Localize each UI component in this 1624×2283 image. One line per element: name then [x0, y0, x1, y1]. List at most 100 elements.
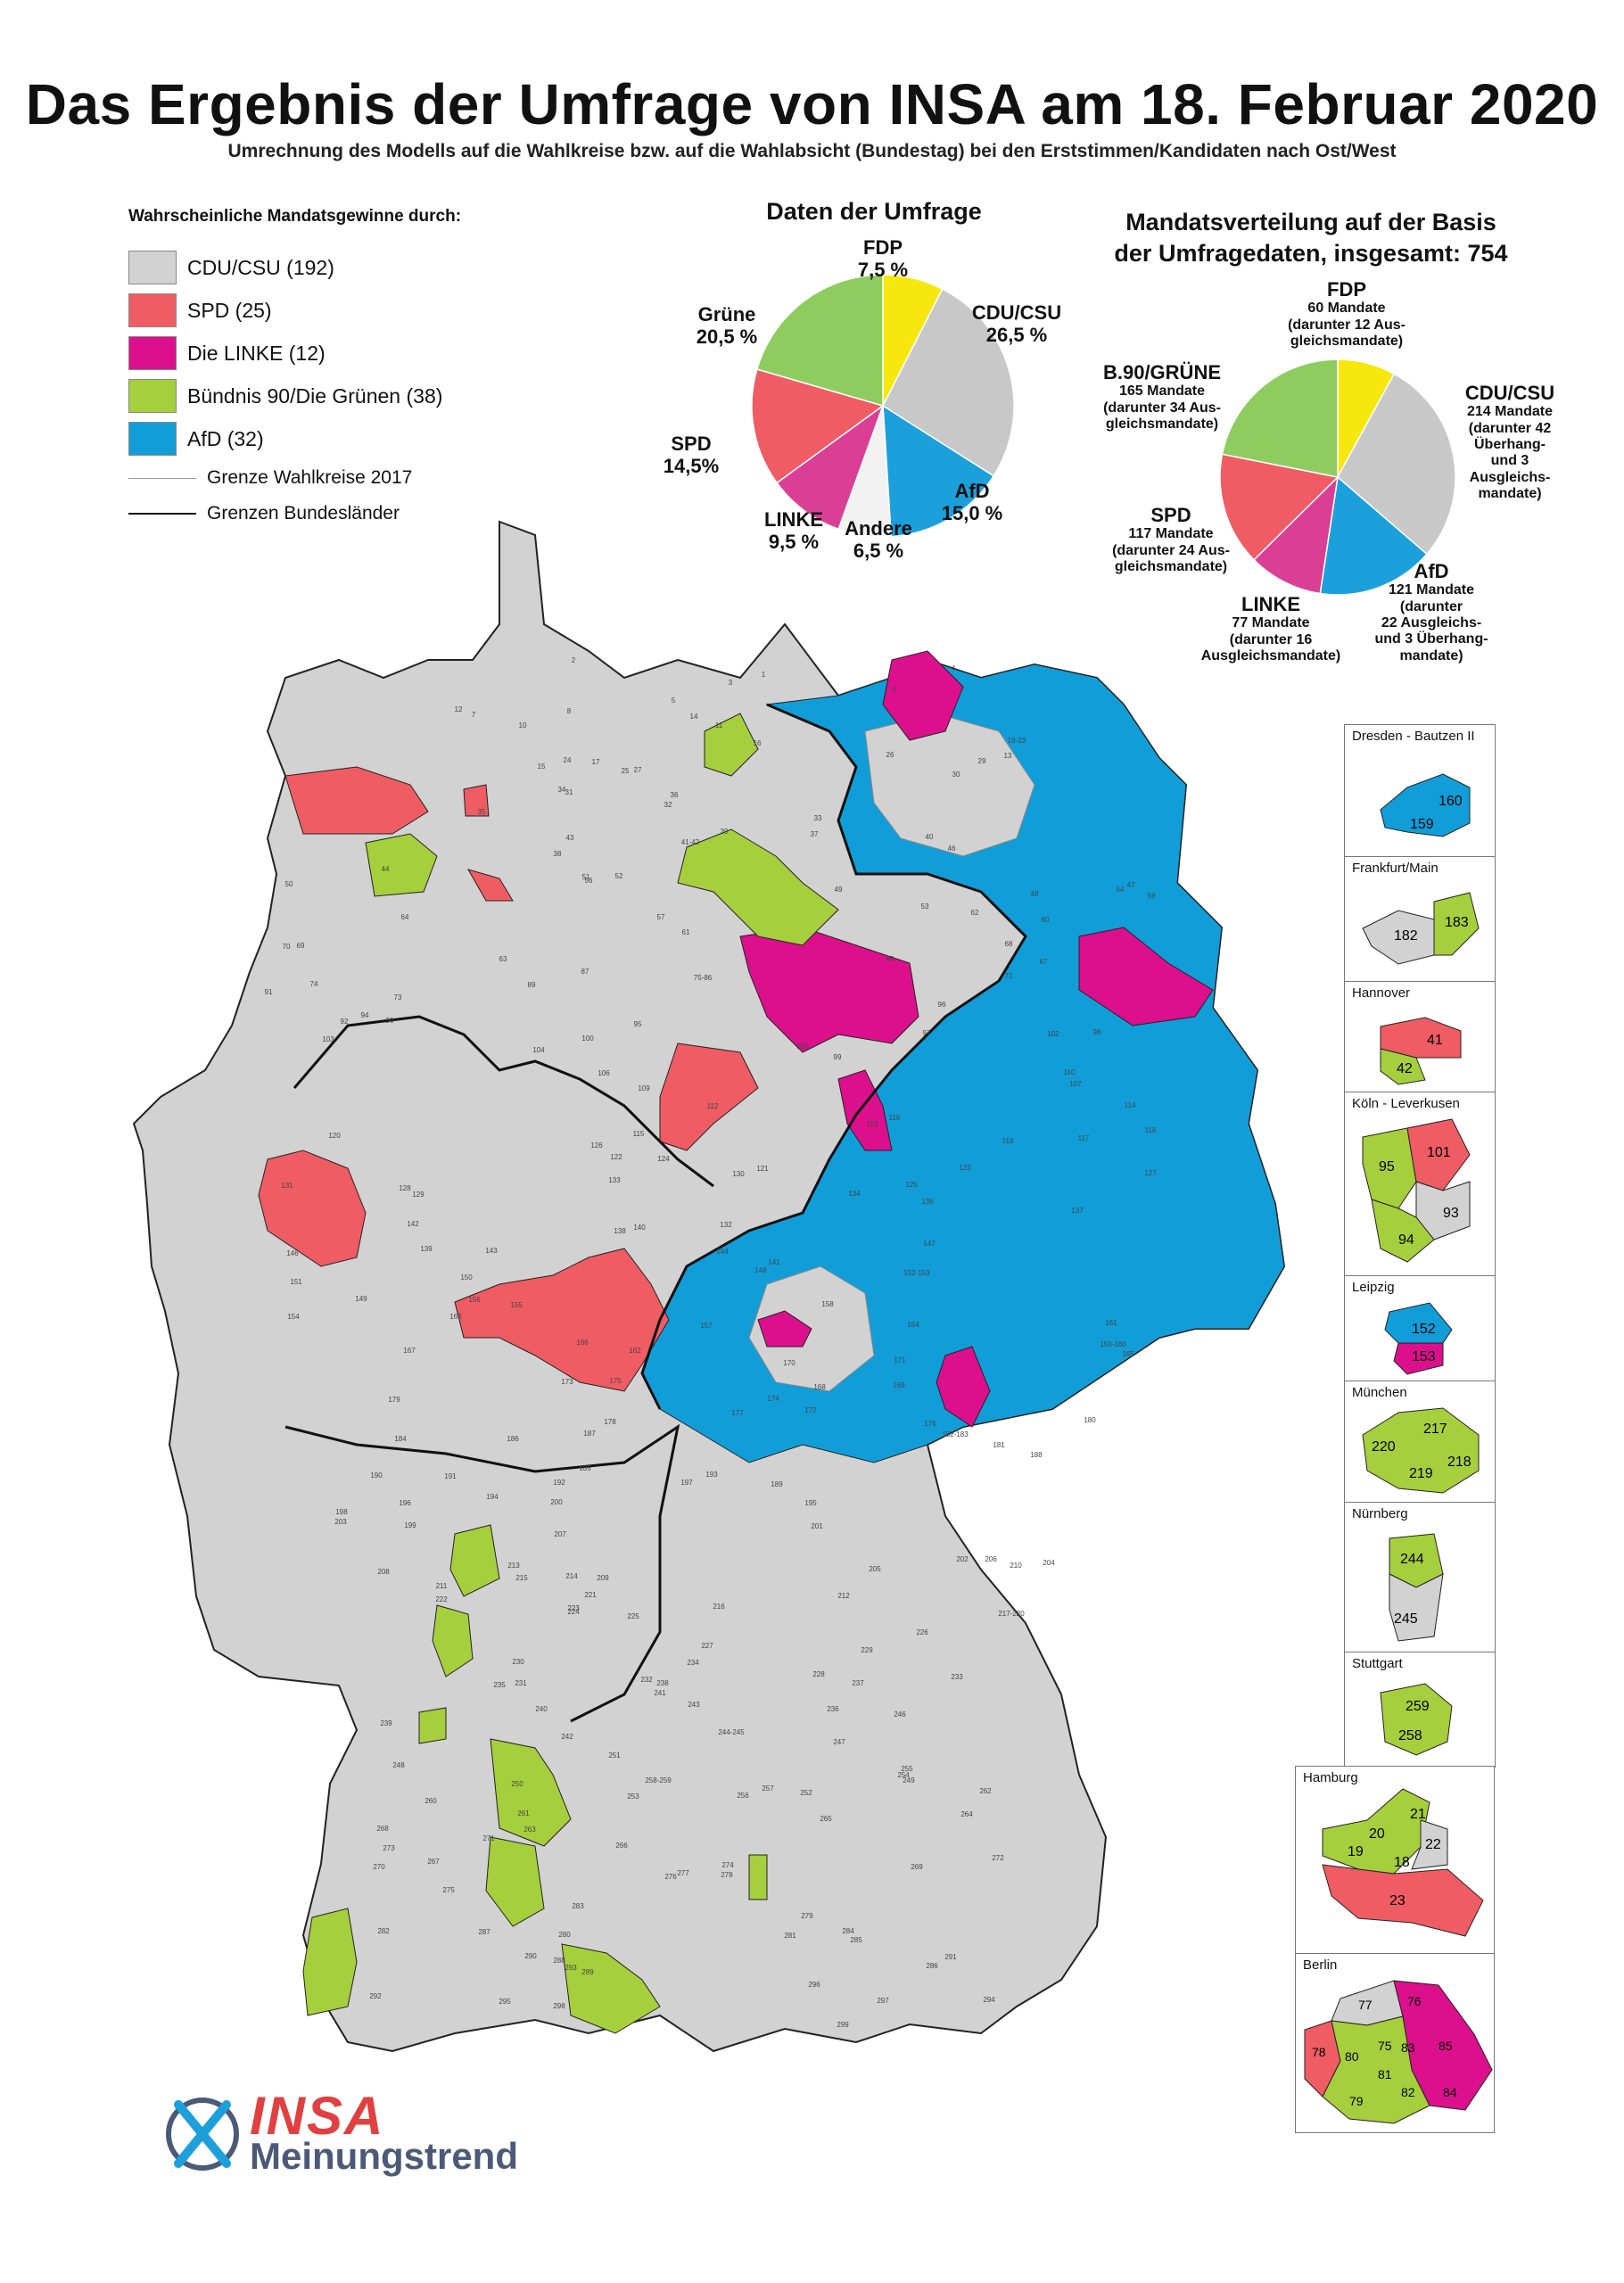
region-spd-ruhrgebiet	[258, 1150, 367, 1267]
district-label: 40	[926, 833, 934, 841]
region-gruene-stuttgart-area	[490, 1738, 572, 1847]
district-label: 223	[567, 1604, 580, 1612]
pie2-label-spd: SPD 117 Mandate (darunter 24 Aus-gleichsma…	[1112, 504, 1230, 575]
inset-hannover: Hannover 41 42	[1344, 981, 1496, 1093]
district-label: 211	[436, 1582, 448, 1590]
region-gruene-schleswig	[704, 713, 759, 777]
district-label: 143	[485, 1247, 498, 1255]
inset-leipzig-label-152: 152	[1412, 1322, 1436, 1337]
inset-stuttgart-label-259: 259	[1406, 1699, 1430, 1714]
district-label: 12	[455, 705, 463, 713]
legend-line-laender: Grenzen Bundesländer	[128, 496, 503, 532]
legend-label-gruene: Bündnis 90/Die Grünen (38)	[187, 383, 443, 408]
district-label: 127	[1144, 1169, 1157, 1177]
inset-muenchen-map: 217 220 218 219	[1362, 1407, 1480, 1494]
legend-line-sample-thin	[128, 477, 196, 479]
pie2-title: Mandatsverteilung auf der Basis der Umfr…	[1097, 207, 1525, 269]
district-label: 186	[507, 1435, 519, 1443]
district-label: 89	[528, 981, 536, 989]
district-label: 164	[907, 1321, 919, 1329]
insa-logo-mark	[166, 2098, 239, 2171]
district-label: 5	[672, 696, 676, 705]
inset-hamburg-shape-23	[1322, 1864, 1484, 1937]
district-label: 90	[386, 1017, 394, 1025]
inset-berlin-map: 77 76 78 80 75 83 85 81 79 82 84	[1304, 1980, 1493, 2124]
district-label: 117	[1078, 1134, 1090, 1142]
district-label: 132	[720, 1221, 732, 1229]
district-label: 120	[328, 1132, 341, 1140]
district-label: 16	[754, 739, 762, 747]
district-label: 195	[804, 1499, 817, 1507]
pie2-slice-5	[1221, 359, 1339, 478]
insa-logo-cross	[174, 2100, 231, 2168]
district-label: 46	[948, 845, 956, 853]
district-label: 292	[369, 1992, 382, 2000]
inset-hamburg-label-18: 18	[1394, 1855, 1410, 1870]
legend-swatch-cdu	[128, 251, 177, 284]
district-label: 252	[800, 1789, 812, 1797]
district-label: 151	[290, 1278, 302, 1286]
legend-label-linke: Die LINKE (12)	[187, 341, 326, 365]
region-gruene-freiburg	[302, 1908, 358, 2016]
district-label: 4	[952, 664, 956, 672]
district-label: 229	[861, 1646, 873, 1654]
district-label: 60	[1042, 916, 1050, 924]
inset-hannover-shape-42	[1380, 1048, 1426, 1085]
inset-hannover-title: Hannover	[1352, 985, 1411, 1001]
district-label: 291	[944, 1953, 957, 1961]
legend-item-afd: AfD (32)	[128, 417, 503, 460]
district-label: 13	[1004, 752, 1012, 760]
pie1-label-fdp: FDP 7,5 %	[857, 236, 909, 282]
district-label: 288	[553, 1957, 565, 1965]
region-gruene-ulm	[748, 1854, 768, 1900]
district-label: 102	[1047, 1030, 1059, 1038]
district-label: 68	[1005, 940, 1013, 948]
district-label: 37	[811, 830, 819, 838]
inset-koeln-map: 95 101 93 94	[1362, 1118, 1471, 1263]
inset-muenchen-label-217: 217	[1423, 1422, 1447, 1437]
page-title: Das Ergebnis der Umfrage von INSA am 18.…	[25, 72, 1599, 136]
district-label: 185	[579, 1464, 591, 1472]
pie2-label-afd: AfD 121 Mandate (darunter 22 Ausgleichs-und…	[1374, 560, 1488, 663]
district-label: 125	[905, 1181, 918, 1189]
inset-muenchen-title: München	[1352, 1385, 1407, 1400]
district-label: 87	[581, 968, 589, 976]
district-label: 14	[690, 713, 698, 721]
district-label: 176	[924, 1420, 936, 1428]
district-label: 27	[634, 766, 642, 774]
district-label: 179	[388, 1396, 400, 1404]
district-label: 57	[657, 913, 665, 921]
district-label: 106	[598, 1069, 610, 1077]
district-label: 126	[590, 1142, 603, 1150]
inset-berlin-label-83: 83	[1401, 2040, 1415, 2055]
district-label: 61	[682, 928, 690, 936]
district-label: 213	[507, 1562, 520, 1570]
district-label: 238	[656, 1679, 669, 1687]
inset-berlin-label-75: 75	[1378, 2039, 1392, 2053]
district-label: 200	[550, 1498, 563, 1506]
district-label: 107	[1069, 1080, 1082, 1088]
region-gruene-heidelberg	[432, 1604, 474, 1677]
district-label: 59	[1148, 892, 1156, 900]
inset-muenchen-label-219: 219	[1409, 1466, 1433, 1481]
district-label: 99	[834, 1053, 842, 1061]
inset-koeln-label-93: 93	[1443, 1206, 1459, 1221]
inset-koeln-label-94: 94	[1398, 1232, 1414, 1248]
district-label: 267	[427, 1858, 440, 1866]
district-label: 239	[380, 1719, 392, 1727]
district-label: 284	[842, 1927, 854, 1935]
district-label: 69	[297, 942, 305, 950]
district-label: 242	[561, 1733, 573, 1741]
inset-stuttgart: Stuttgart 259 258	[1344, 1652, 1496, 1768]
legend-item-cdu: CDU/CSU (192)	[128, 246, 503, 289]
district-label: 209	[597, 1574, 609, 1582]
district-label: 144	[716, 1248, 729, 1256]
district-label: 104	[532, 1046, 545, 1054]
district-label: 177	[731, 1409, 744, 1417]
district-label: 287	[478, 1928, 490, 1936]
district-label: 139	[420, 1245, 433, 1253]
inset-hamburg-label-22: 22	[1425, 1837, 1441, 1852]
district-label: 247	[833, 1738, 845, 1746]
region-linke-frankfurt-oder	[1078, 927, 1214, 1026]
